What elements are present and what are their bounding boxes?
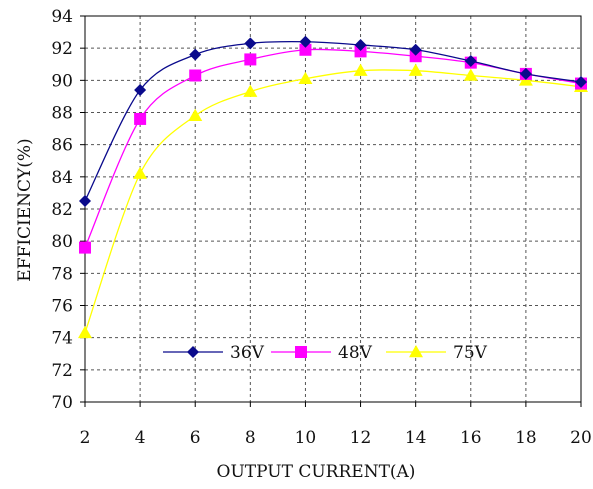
y-tick-label: 78 xyxy=(51,264,73,284)
data-point xyxy=(243,84,258,97)
y-axis-tick-labels: 70 72 74 76 78 80 82 84 86 88 90 92 94 xyxy=(51,7,85,413)
data-point xyxy=(79,241,91,254)
gridlines xyxy=(85,16,581,402)
legend-marker xyxy=(295,346,307,358)
legend-marker xyxy=(409,345,423,358)
y-tick-label: 90 xyxy=(51,71,73,91)
series-line xyxy=(84,40,582,202)
data-point xyxy=(298,71,313,84)
x-axis-tick-labels: 2 4 6 8 10 12 14 16 18 20 xyxy=(80,402,592,448)
legend-label: 36V xyxy=(230,343,265,363)
data-point xyxy=(354,38,367,51)
data-point xyxy=(78,325,92,339)
x-axis-title: OUTPUT CURRENT(A) xyxy=(217,462,416,482)
x-tick-label: 2 xyxy=(80,428,91,448)
legend-item-48v: 48V xyxy=(271,343,373,363)
x-tick-label: 10 xyxy=(295,428,317,448)
y-tick-label: 82 xyxy=(51,200,73,220)
data-point xyxy=(408,63,423,76)
y-tick-label: 72 xyxy=(51,361,73,381)
y-tick-label: 70 xyxy=(51,393,73,413)
data-point xyxy=(519,67,532,80)
y-tick-label: 92 xyxy=(51,39,73,59)
data-point xyxy=(244,37,257,50)
x-tick-label: 8 xyxy=(245,428,256,448)
x-tick-label: 4 xyxy=(135,428,146,448)
y-axis-title: EFFICIENCY(%) xyxy=(15,138,35,281)
data-point xyxy=(353,63,368,76)
y-tick-label: 94 xyxy=(51,7,73,27)
x-tick-label: 14 xyxy=(405,428,427,448)
legend-item-75v: 75V xyxy=(386,343,488,363)
data-point xyxy=(188,108,203,121)
y-tick-label: 80 xyxy=(51,232,73,252)
data-point xyxy=(134,112,147,125)
data-point xyxy=(409,50,422,63)
data-point xyxy=(463,68,478,81)
data-point xyxy=(464,55,477,68)
data-point xyxy=(244,53,257,66)
data-point xyxy=(133,166,148,179)
y-tick-label: 84 xyxy=(51,168,73,188)
data-point xyxy=(409,43,422,56)
y-tick-label: 88 xyxy=(51,104,73,124)
x-tick-label: 16 xyxy=(460,428,482,448)
series-36v xyxy=(79,35,587,207)
x-tick-label: 12 xyxy=(350,428,372,448)
x-tick-label: 20 xyxy=(570,428,592,448)
y-tick-label: 74 xyxy=(51,329,73,349)
data-point xyxy=(79,194,91,207)
data-series xyxy=(78,35,588,339)
x-tick-label: 6 xyxy=(190,428,201,448)
data-point xyxy=(189,48,202,61)
legend: 36V 48V 75V xyxy=(163,343,488,363)
legend-item-36v: 36V xyxy=(163,343,265,363)
data-point xyxy=(134,83,147,96)
data-point xyxy=(299,35,312,48)
legend-label: 75V xyxy=(453,343,488,363)
data-point xyxy=(354,45,367,58)
legend-label: 48V xyxy=(338,343,373,363)
legend-marker xyxy=(187,346,199,358)
data-point xyxy=(299,43,312,56)
data-point xyxy=(189,69,202,82)
data-point xyxy=(575,75,587,88)
y-tick-label: 86 xyxy=(51,136,73,156)
x-tick-label: 18 xyxy=(515,428,537,448)
y-tick-label: 76 xyxy=(51,297,73,317)
